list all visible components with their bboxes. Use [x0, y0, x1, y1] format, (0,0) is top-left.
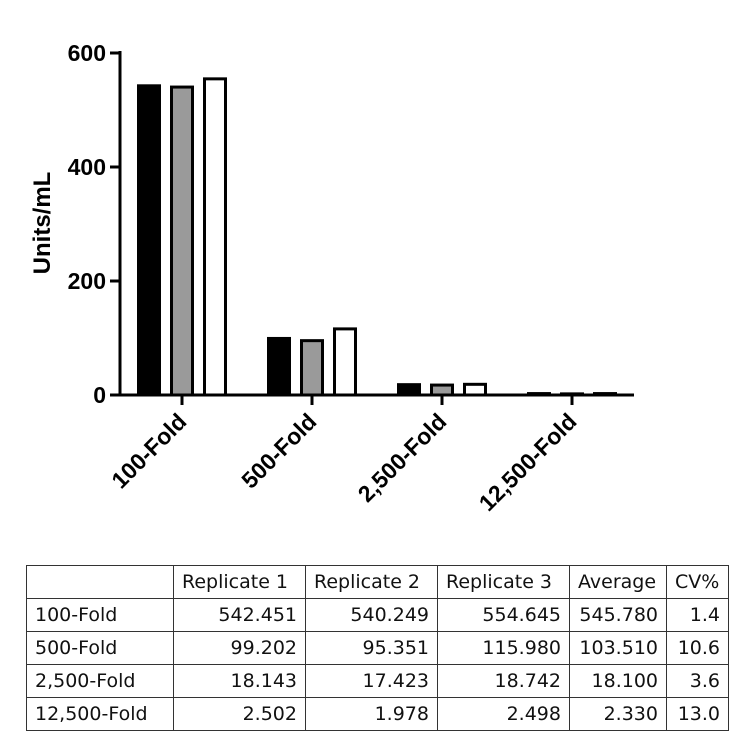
table-header-cell: Replicate 1 [173, 565, 306, 599]
table-cell: 540.249 [305, 598, 438, 632]
table-cell: 2.502 [173, 697, 306, 731]
bar-100-fold-series-2 [170, 85, 194, 397]
bar-500-fold-series-1 [267, 336, 291, 397]
x-tick-label: 2,500-Fold [353, 408, 452, 507]
y-tick-label: 200 [68, 268, 106, 294]
table-cell: 13.0 [666, 697, 729, 731]
table-cell: 542.451 [173, 598, 306, 632]
bar-500-fold-series-2 [300, 339, 324, 397]
x-tick-label: 12,500-Fold [474, 408, 582, 516]
table-header-row: Replicate 1 Replicate 2 Replicate 3 Aver… [26, 565, 729, 599]
table-cell: 12,500-Fold [26, 697, 174, 731]
x-tick-label: 500-Fold [236, 408, 321, 493]
table-cell: 2.498 [437, 697, 570, 731]
table-cell: 18.100 [569, 664, 667, 698]
table-cell: 1.4 [666, 598, 729, 632]
table-cell: 500-Fold [26, 631, 174, 665]
table-row: 2,500-Fold 18.143 17.423 18.742 18.100 3… [26, 664, 729, 698]
table-row: 12,500-Fold 2.502 1.978 2.498 2.330 13.0 [26, 697, 729, 731]
x-tick-label: 100-Fold [106, 408, 191, 493]
table-cell: 115.980 [437, 631, 570, 665]
y-axis-label: Units/mL [29, 172, 56, 275]
table-cell: 3.6 [666, 664, 729, 698]
table-cell: 10.6 [666, 631, 729, 665]
table-header-cell: Average [569, 565, 667, 599]
bar-100-fold-series-1 [137, 84, 161, 397]
y-tick-label: 0 [93, 382, 106, 408]
table-cell: 17.423 [305, 664, 438, 698]
table-cell: 1.978 [305, 697, 438, 731]
table-cell: 95.351 [305, 631, 438, 665]
table-cell: 18.742 [437, 664, 570, 698]
table-header-cell: Replicate 2 [305, 565, 438, 599]
table-cell: 100-Fold [26, 598, 174, 632]
replicates-table: Replicate 1 Replicate 2 Replicate 3 Aver… [26, 565, 729, 731]
table-cell: 18.143 [173, 664, 306, 698]
table-cell: 545.780 [569, 598, 667, 632]
table-cell: 99.202 [173, 631, 306, 665]
table-header-cell [26, 565, 174, 599]
table-header-cell: CV% [666, 565, 729, 599]
y-tick-label: 600 [68, 40, 106, 66]
bar-2-500-fold-series-1 [397, 383, 421, 397]
table-cell: 2.330 [569, 697, 667, 731]
bar-100-fold-series-3 [203, 77, 227, 397]
table-row: 100-Fold 542.451 540.249 554.645 545.780… [26, 598, 729, 632]
table-row: 500-Fold 99.202 95.351 115.980 103.510 1… [26, 631, 729, 665]
bars-group [137, 77, 617, 397]
y-tick-label: 400 [68, 154, 106, 180]
bar-2-500-fold-series-3 [463, 382, 487, 397]
bar-500-fold-series-3 [333, 327, 357, 397]
table-header-cell: Replicate 3 [437, 565, 570, 599]
table-cell: 2,500-Fold [26, 664, 174, 698]
table-cell: 554.645 [437, 598, 570, 632]
y-axis: 0 200 400 600 [68, 40, 122, 408]
bar-chart: 0 200 400 600 100-Fold 500-Fold 2,500-Fold 12,… [29, 40, 634, 516]
table-cell: 103.510 [569, 631, 667, 665]
x-axis: 100-Fold 500-Fold 2,500-Fold 12,500-Fold [106, 393, 634, 516]
